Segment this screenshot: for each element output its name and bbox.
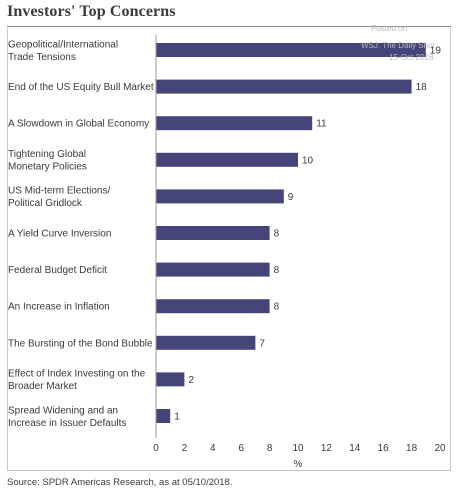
bar <box>156 335 256 350</box>
x-tick-label: 4 <box>210 443 216 454</box>
category-label: Effect of Index Investing on the Broader … <box>8 369 146 393</box>
x-tick-label: 16 <box>378 443 390 454</box>
bar <box>156 189 284 204</box>
bar <box>156 226 270 240</box>
value-label: 9 <box>288 192 294 203</box>
value-label: 8 <box>274 265 280 276</box>
value-label: 19 <box>430 46 442 57</box>
source-note: Source: SPDR Americas Research, as at 05… <box>7 477 233 488</box>
title-divider <box>7 26 451 27</box>
value-label: 2 <box>188 375 194 386</box>
chart-frame <box>7 28 451 471</box>
x-axis-label: % <box>294 459 303 470</box>
value-label: 1 <box>174 412 180 423</box>
chart-title: Investors' Top Concerns <box>7 3 176 20</box>
bar <box>156 116 313 131</box>
value-label: 10 <box>302 155 314 166</box>
watermark-date: 15-Oct-2018 <box>389 53 434 62</box>
bar <box>156 372 185 387</box>
bar <box>156 152 298 167</box>
bar <box>156 262 270 277</box>
watermark-source: WSJ. The Daily Shot <box>361 41 435 50</box>
x-tick-label: 20 <box>434 443 446 454</box>
value-label: 18 <box>416 82 428 93</box>
category-label: The Bursting of the Bond Bubble <box>8 338 153 349</box>
category-label: Federal Budget Deficit <box>8 265 107 276</box>
x-tick-label: 6 <box>238 443 244 454</box>
x-tick-label: 18 <box>406 443 418 454</box>
x-tick-label: 12 <box>321 443 333 454</box>
category-label: Geopolitical/International Trade Tensions <box>8 39 118 63</box>
x-tick-label: 0 <box>153 443 159 454</box>
watermark-posted-on: Posted on <box>371 24 408 33</box>
category-label: A Slowdown in Global Economy <box>8 119 149 130</box>
category-label: An Increase in Inflation <box>8 302 110 313</box>
category-label: US Mid-term Elections/Political Gridlock <box>8 186 110 210</box>
value-label: 7 <box>259 338 265 349</box>
x-tick-label: 14 <box>349 443 361 454</box>
category-label: A Yield Curve Inversion <box>8 229 111 240</box>
value-label: 8 <box>274 229 280 240</box>
x-tick-label: 8 <box>267 443 273 454</box>
x-tick-label: 10 <box>292 443 304 454</box>
category-label: Tightening Global Monetary Policies <box>8 149 87 173</box>
bar <box>156 299 270 314</box>
bar <box>156 43 426 57</box>
bar <box>156 409 171 423</box>
category-label: Spread Widening and an Increase in Issuer… <box>8 405 126 429</box>
value-label: 11 <box>316 119 327 130</box>
x-tick-label: 2 <box>182 443 188 454</box>
value-label: 8 <box>274 302 280 313</box>
category-label: End of the US Equity Bull Market <box>8 82 154 93</box>
bar <box>156 79 412 94</box>
